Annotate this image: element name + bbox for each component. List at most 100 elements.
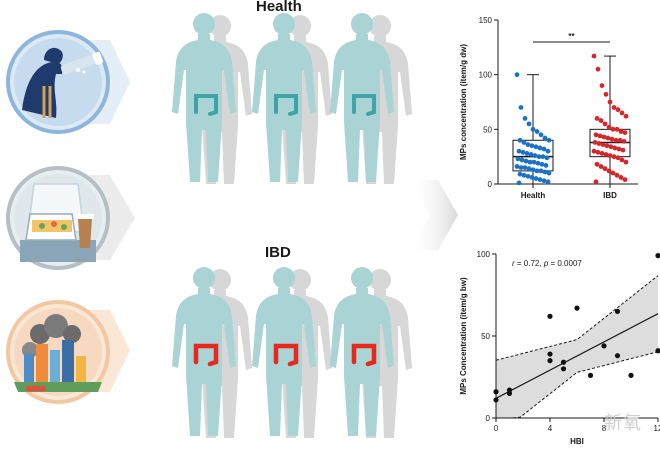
- data-point: [517, 171, 523, 177]
- data-point: [599, 150, 605, 156]
- significance-label: **: [568, 32, 575, 41]
- data-point: [623, 159, 629, 165]
- data-point: [560, 366, 567, 372]
- data-point: [539, 161, 545, 167]
- data-point: [628, 372, 634, 378]
- data-point: [619, 110, 625, 116]
- y-axis-label: MPs concentration (item/g dw): [459, 44, 468, 160]
- data-point: [610, 170, 616, 176]
- data-point: [606, 124, 612, 130]
- data-point: [618, 175, 624, 180]
- annotation-eq: = 0.72,: [515, 259, 544, 268]
- data-point: [611, 154, 617, 160]
- data-point: [592, 140, 598, 145]
- data-point: [528, 152, 534, 157]
- ibd-colon-icons: [193, 343, 377, 367]
- data-point: [619, 157, 625, 163]
- data-point: [527, 159, 533, 165]
- data-point: [524, 150, 530, 156]
- data-point: [546, 170, 552, 176]
- data-point: [594, 161, 600, 167]
- data-point: [545, 179, 551, 185]
- data-point: [517, 137, 523, 143]
- box-plot: 0 50 100 150 MPs concentration (item/g dw) He…: [459, 16, 638, 200]
- data-point: [541, 146, 547, 152]
- data-point: [521, 172, 527, 178]
- figures-panel: [172, 13, 412, 438]
- data-point: [541, 178, 547, 184]
- data-point: [623, 113, 629, 119]
- data-point: [506, 387, 513, 393]
- data-point: [519, 157, 525, 163]
- data-point: [537, 177, 543, 183]
- x-tick-label: Health: [521, 191, 546, 200]
- data-point: [614, 353, 621, 359]
- data-point: [614, 126, 620, 132]
- y-axis-label: MPs Concentration (item/g bw): [459, 277, 468, 395]
- data-point: [601, 134, 607, 140]
- watermark-logo: 新氧: [604, 413, 642, 434]
- data-point: [534, 129, 540, 134]
- data-point: [591, 53, 597, 59]
- data-point: [620, 147, 626, 153]
- data-point: [615, 155, 621, 161]
- data-point: [617, 137, 623, 143]
- data-point: [536, 154, 542, 160]
- data-point: [603, 91, 609, 97]
- data-point: [529, 143, 535, 149]
- data-point: [596, 141, 602, 146]
- health-figures: [172, 13, 412, 184]
- data-point: [526, 166, 532, 172]
- data-point: [526, 121, 532, 127]
- data-point: [587, 372, 594, 378]
- data-point: [523, 158, 529, 164]
- data-point: [610, 126, 616, 132]
- data-point: [598, 118, 604, 123]
- data-point: [543, 163, 549, 168]
- data-point: [614, 308, 621, 314]
- data-point: [612, 145, 618, 151]
- data-point: [538, 132, 544, 138]
- data-point: [655, 253, 660, 259]
- x-tick-label: 4: [548, 424, 553, 433]
- annotation-p: p: [543, 259, 549, 268]
- annotation-r: r: [512, 259, 515, 268]
- data-point: [534, 168, 540, 174]
- data-point: [514, 72, 520, 78]
- data-point: [607, 153, 613, 158]
- data-point: [622, 177, 628, 183]
- data-point: [618, 129, 624, 134]
- data-point: [611, 105, 617, 110]
- data-point: [533, 176, 539, 181]
- data-point: [595, 66, 601, 72]
- data-point: [613, 137, 619, 143]
- data-point: [602, 166, 608, 172]
- data-point: [540, 154, 546, 160]
- data-point: [602, 121, 608, 127]
- data-point: [542, 169, 548, 175]
- data-point: [546, 137, 552, 143]
- ci-lower-line: [496, 351, 659, 419]
- data-point: [655, 348, 660, 354]
- data-point: [593, 179, 599, 185]
- data-point: [514, 164, 520, 169]
- annotation-pval: = 0.0007: [548, 259, 582, 268]
- data-point: [603, 152, 609, 157]
- data-point: [560, 359, 567, 365]
- data-point: [493, 397, 499, 403]
- ci-upper-line: [495, 275, 659, 361]
- y-tick-label: 50: [481, 332, 490, 341]
- data-point: [599, 83, 605, 88]
- data-point: [522, 165, 528, 171]
- data-point: [606, 168, 612, 174]
- x-tick-label: 8: [602, 424, 607, 433]
- data-point: [605, 135, 611, 141]
- data-point: [591, 148, 597, 154]
- data-point: [518, 165, 524, 171]
- data-point: [595, 149, 601, 155]
- data-point: [598, 164, 604, 169]
- data-point: [621, 138, 627, 144]
- data-point: [531, 159, 537, 165]
- data-point: [614, 172, 620, 178]
- data-point: [542, 135, 548, 141]
